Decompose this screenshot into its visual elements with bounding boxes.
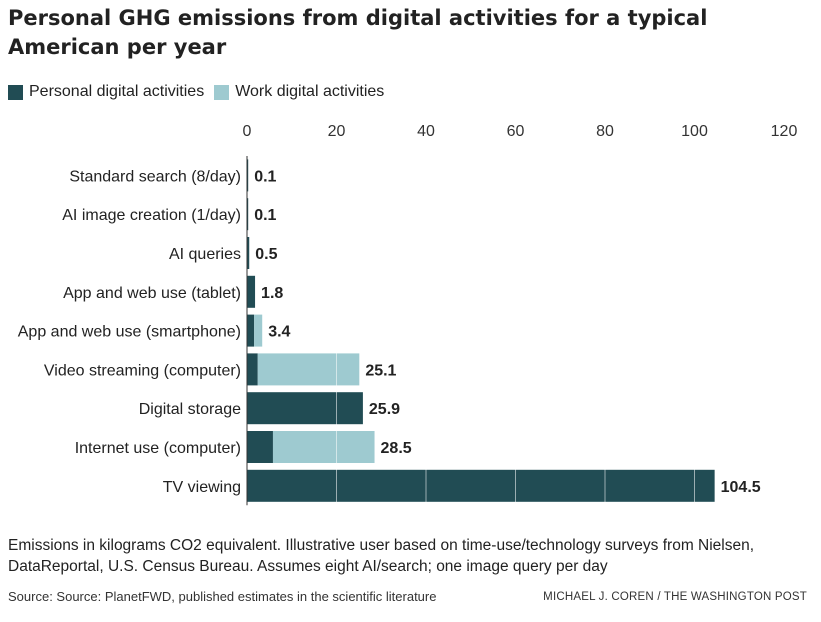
category-label: App and web use (tablet) xyxy=(63,285,241,302)
legend: Personal digital activities Work digital… xyxy=(8,82,394,102)
bar-personal xyxy=(247,353,258,386)
bar-personal xyxy=(247,314,255,347)
category-label: AI queries xyxy=(169,246,241,263)
legend-label-work: Work digital activities xyxy=(235,83,385,100)
value-label: 1.8 xyxy=(261,285,283,302)
bar-personal xyxy=(247,159,249,192)
value-label: 25.1 xyxy=(365,362,396,379)
category-label: Digital storage xyxy=(139,401,241,418)
x-tick-label: 40 xyxy=(417,123,435,140)
bar-personal xyxy=(247,431,273,463)
value-label: 0.1 xyxy=(254,207,276,224)
legend-label-personal: Personal digital activities xyxy=(29,83,205,100)
category-label: Standard search (8/day) xyxy=(69,168,241,185)
value-label: 0.1 xyxy=(254,168,276,185)
bar-personal xyxy=(247,198,249,231)
x-tick-label: 60 xyxy=(507,123,525,140)
value-label: 0.5 xyxy=(255,246,277,263)
chart-title: Personal GHG emissions from digital acti… xyxy=(8,6,708,59)
legend-item-work: Work digital activities xyxy=(214,83,384,101)
bar-personal xyxy=(247,275,256,308)
legend-swatch-work xyxy=(214,84,230,100)
credit-line: MICHAEL J. COREN / THE WASHINGTON POST xyxy=(543,591,807,603)
bar-personal xyxy=(247,392,363,425)
bar-work xyxy=(257,353,360,386)
x-tick-label: 100 xyxy=(681,123,708,140)
chart-note: Emissions in kilograms CO2 equivalent. I… xyxy=(8,537,755,575)
legend-swatch-personal xyxy=(8,84,23,100)
x-tick-label: 80 xyxy=(596,123,614,140)
category-label: AI image creation (1/day) xyxy=(62,207,241,224)
x-tick-label: 120 xyxy=(771,123,798,140)
value-label: 25.9 xyxy=(369,401,400,418)
bar-personal xyxy=(247,237,250,269)
bar-chart: 0 20 40 60 80 100 120 Standard search (8/day) 0.… xyxy=(18,123,798,506)
x-tick-label: 0 xyxy=(243,123,252,140)
source-line: Source: Source: PlanetFWD, published est… xyxy=(8,589,437,604)
category-label: Internet use (computer) xyxy=(75,440,241,457)
bar-personal xyxy=(247,469,715,502)
x-tick-label: 20 xyxy=(328,123,346,140)
category-label: App and web use (smartphone) xyxy=(18,324,241,341)
bar-work xyxy=(272,431,375,463)
category-label: TV viewing xyxy=(163,479,241,496)
value-label: 104.5 xyxy=(721,479,761,496)
legend-item-personal: Personal digital activities xyxy=(8,83,204,101)
bar-work xyxy=(254,314,263,347)
category-label: Video streaming (computer) xyxy=(44,362,241,379)
value-label: 3.4 xyxy=(268,324,290,341)
value-label: 28.5 xyxy=(381,440,412,457)
